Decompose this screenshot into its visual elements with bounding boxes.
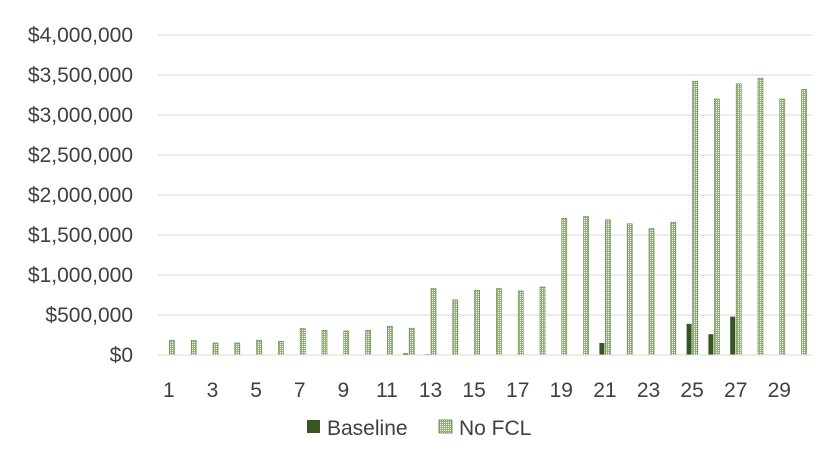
baseline-bar	[403, 353, 409, 355]
no-fcl-bar	[605, 219, 611, 356]
no-fcl-bar	[321, 329, 328, 356]
no-fcl-bar	[474, 289, 480, 356]
x-tick-label: 17	[506, 379, 529, 402]
no-fcl-bar	[343, 330, 350, 356]
no-fcl-bar	[387, 325, 393, 356]
no-fcl-bar	[714, 98, 720, 356]
no-fcl-bar	[452, 299, 459, 356]
no-fcl-bar	[190, 339, 197, 356]
baseline-bar	[686, 323, 692, 355]
baseline-bar	[730, 316, 736, 355]
x-tick-label: 19	[550, 379, 573, 402]
baseline-bar	[708, 334, 714, 355]
x-tick-label: 21	[593, 379, 616, 402]
x-tick-label: 13	[419, 379, 442, 402]
no-fcl-bar	[212, 342, 219, 356]
no-fcl-bar	[169, 339, 175, 356]
no-fcl-bar	[757, 77, 764, 356]
no-fcl-bar	[670, 221, 677, 356]
no-fcl-bar	[408, 327, 415, 356]
y-tick-label: $3,500,000	[28, 64, 133, 87]
legend-label-no-fcl: No FCL	[459, 417, 531, 440]
y-tick-label: $1,500,000	[28, 224, 133, 247]
x-tick-label: 5	[250, 379, 262, 402]
no-fcl-bar	[539, 286, 546, 356]
no-fcl-bar	[735, 83, 742, 356]
no-fcl-bar	[430, 288, 437, 356]
x-tick-label: 3	[207, 379, 219, 402]
no-fcl-bar	[496, 288, 502, 356]
no-fcl-bar	[234, 342, 241, 356]
no-fcl-bar	[517, 290, 524, 356]
legend: Baseline No FCL	[307, 417, 531, 440]
y-tick-label: $3,000,000	[28, 104, 133, 127]
y-tick-label: $2,000,000	[28, 184, 133, 207]
no-fcl-bar	[299, 328, 306, 356]
gridlines	[158, 34, 812, 316]
y-tick-label: $2,500,000	[28, 144, 133, 167]
no-fcl-bar	[779, 98, 786, 356]
y-tick-label: $1,000,000	[28, 264, 133, 287]
no-fcl-bar	[256, 339, 262, 356]
no-fcl-bar	[278, 341, 284, 356]
legend-label-baseline: Baseline	[327, 417, 408, 440]
x-tick-label: 11	[376, 379, 398, 402]
legend-swatch-no-fcl	[438, 419, 453, 434]
baseline-bar	[599, 343, 605, 355]
no-fcl-bar	[648, 228, 655, 356]
no-fcl-bar	[626, 223, 633, 356]
no-fcl-bar	[801, 89, 807, 356]
bars	[169, 77, 807, 356]
no-fcl-bar	[365, 329, 371, 356]
no-fcl-bar	[692, 81, 698, 356]
x-tick-label: 7	[294, 379, 306, 402]
x-tick-label: 23	[637, 379, 660, 402]
x-tick-label: 15	[462, 379, 485, 402]
y-tick-label: $500,000	[45, 304, 133, 327]
y-tick-label: $4,000,000	[28, 24, 133, 47]
x-tick-label: 29	[768, 379, 791, 402]
legend-swatch-baseline	[307, 420, 320, 433]
x-tick-label: 1	[163, 379, 175, 402]
x-tick-label: 25	[680, 379, 703, 402]
x-tick-label: 27	[724, 379, 747, 402]
y-tick-label: $0	[110, 344, 133, 367]
y-axis-tick-labels: $0 $500,000 $1,000,000 $1,500,000 $2,000,000…	[28, 24, 133, 367]
no-fcl-bar	[583, 216, 589, 356]
x-axis-tick-labels: 1 3 5 7 9 11 13 15 17 19 21 23 25 27 29	[163, 379, 791, 402]
x-tick-label: 9	[337, 379, 349, 402]
no-fcl-bar	[561, 217, 568, 356]
